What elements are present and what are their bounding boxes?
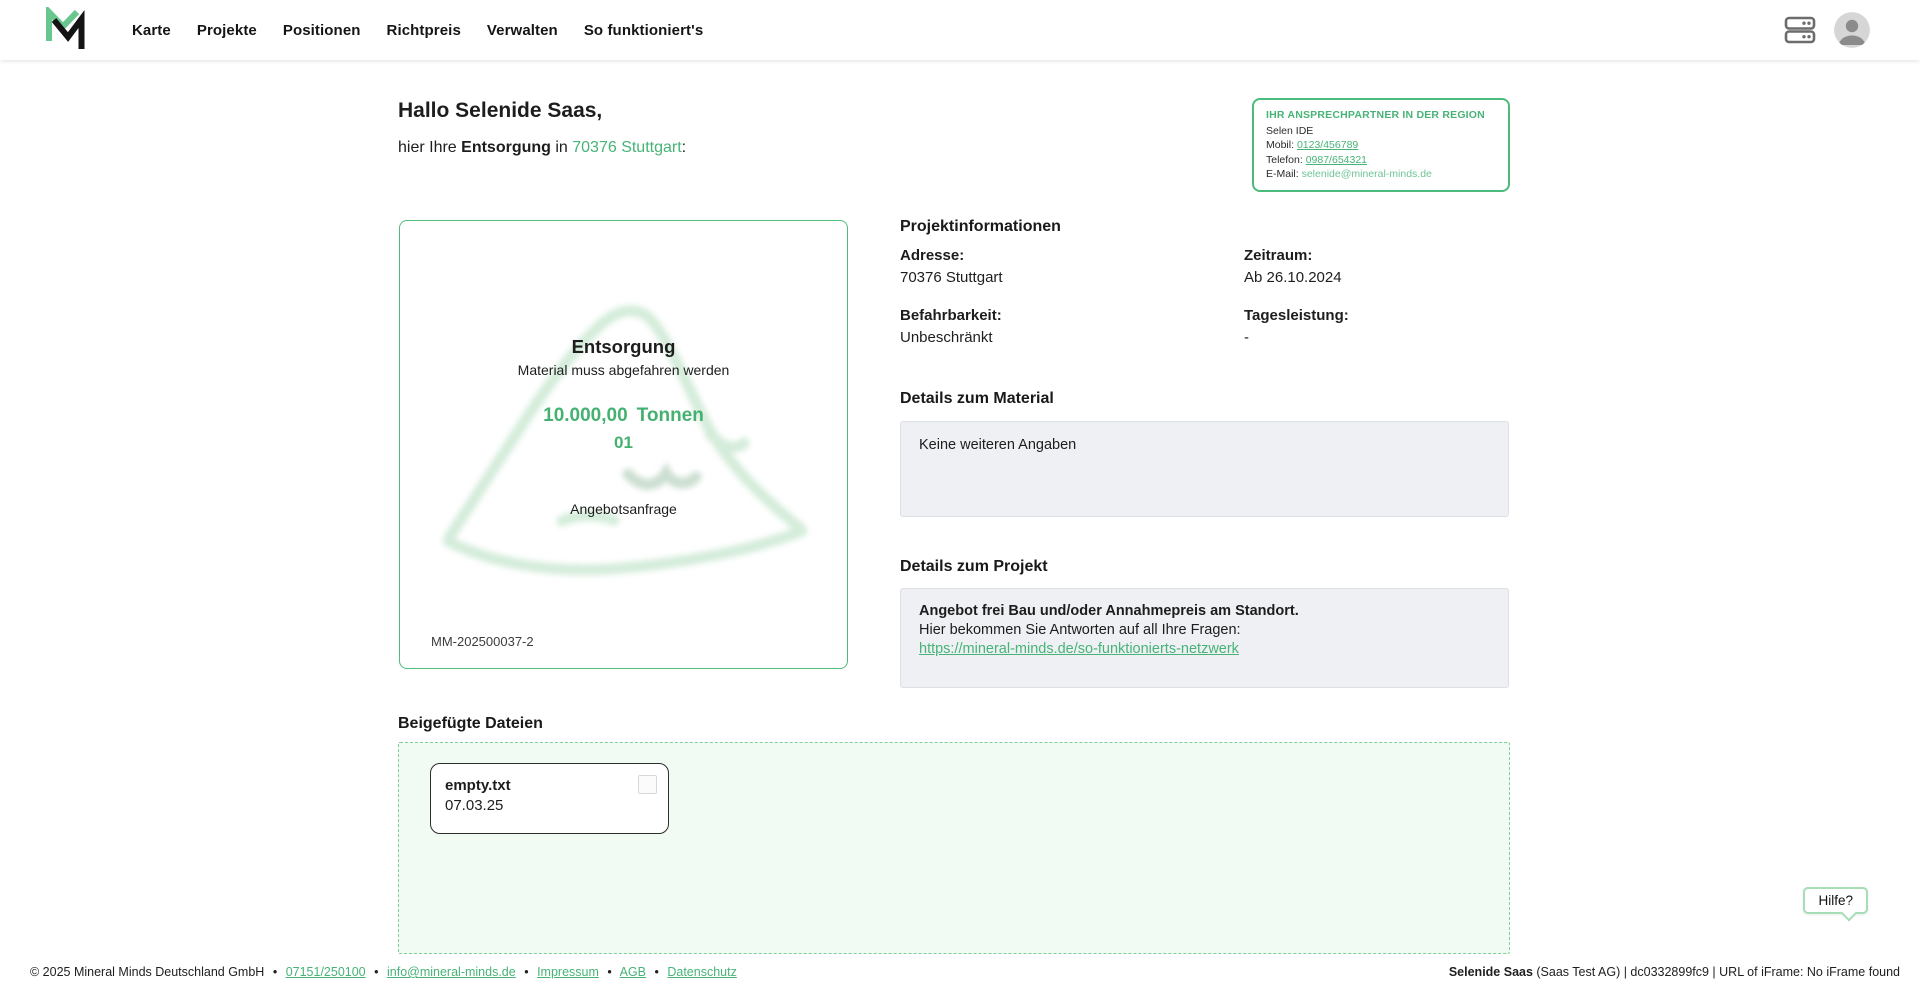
project-details-headline: Angebot frei Bau und/oder Annahmepreis a… xyxy=(919,603,1299,619)
project-info-title: Projektinformationen xyxy=(900,218,1061,235)
top-nav-bar: Karte Projekte Positionen Richtpreis Ver… xyxy=(0,0,1920,60)
card-reference: MM-202500037-2 xyxy=(431,634,534,649)
contact-title: IHR ANSPRECHPARTNER IN DER REGION xyxy=(1266,109,1485,121)
project-details-link[interactable]: https://mineral-minds.de/so-funktioniert… xyxy=(919,641,1239,657)
footer-left: © 2025 Mineral Minds Deutschland GmbH • … xyxy=(30,965,737,979)
footer: © 2025 Mineral Minds Deutschland GmbH • … xyxy=(0,950,1920,994)
file-name: empty.txt xyxy=(445,777,511,794)
footer-separator: • xyxy=(524,965,529,979)
card-amount: 10.000,00 Tonnen xyxy=(400,405,847,427)
card-position-count: 01 xyxy=(614,433,633,452)
footer-impressum-link[interactable]: Impressum xyxy=(537,965,599,979)
file-card[interactable]: empty.txt 07.03.25 xyxy=(430,763,669,834)
contact-telefon-label: Telefon: xyxy=(1266,153,1306,166)
field-value: - xyxy=(1244,329,1249,346)
field-zeitraum: Zeitraum: Ab 26.10.2024 xyxy=(1244,247,1509,287)
card-subtitle: Material muss abgefahren werden xyxy=(517,362,730,378)
contact-partner-box: IHR ANSPRECHPARTNER IN DER REGION Selen … xyxy=(1252,98,1510,192)
footer-separator: • xyxy=(272,965,278,979)
greeting-service: Entsorgung xyxy=(461,139,551,156)
footer-user-meta: (Saas Test AG) | dc0332899fc9 | URL of i… xyxy=(1532,965,1900,979)
attachments-dropzone[interactable]: empty.txt 07.03.25 xyxy=(398,742,1510,954)
contact-mobil-label: Mobil: xyxy=(1266,139,1297,151)
field-value: 70376 Stuttgart xyxy=(900,269,1003,286)
footer-separator: • xyxy=(607,965,612,979)
main-nav: Karte Projekte Positionen Richtpreis Ver… xyxy=(132,18,703,43)
contact-email-link[interactable]: selenide@mineral-minds.de xyxy=(1301,168,1432,180)
mineral-minds-logo[interactable] xyxy=(44,7,86,53)
contact-email-label: E-Mail: xyxy=(1266,168,1302,180)
footer-separator: • xyxy=(654,965,659,979)
greeting-suffix: : xyxy=(681,139,687,156)
footer-agb-link[interactable]: AGB xyxy=(619,965,646,979)
project-details-title: Details zum Projekt xyxy=(900,558,1048,575)
project-details-box: Angebot frei Bau und/oder Annahmepreis a… xyxy=(900,588,1509,688)
field-label: Tagesleistung: xyxy=(1244,307,1349,324)
help-button[interactable]: Hilfe? xyxy=(1803,887,1868,914)
footer-email-link[interactable]: info@mineral-minds.de xyxy=(387,965,516,979)
footer-phone-link[interactable]: 07151/250100 xyxy=(285,965,366,979)
attachments-title: Beigefügte Dateien xyxy=(398,715,543,732)
nav-item-verwalten[interactable]: Verwalten xyxy=(486,21,558,39)
server-stack-icon[interactable] xyxy=(1784,15,1816,45)
nav-item-positionen[interactable]: Positionen xyxy=(282,21,361,39)
field-label: Befahrbarkeit: xyxy=(900,307,1002,324)
nav-item-so-funktionierts[interactable]: So funktioniert's xyxy=(583,21,704,39)
project-details-line: Hier bekommen Sie Antworten auf all Ihre… xyxy=(919,622,1241,638)
nav-item-projekte[interactable]: Projekte xyxy=(196,21,257,39)
file-thumbnail-placeholder-icon xyxy=(638,775,657,794)
amount-unit: Tonnen xyxy=(636,405,704,426)
nav-item-richtpreis[interactable]: Richtpreis xyxy=(386,21,461,39)
footer-user-info: Selenide Saas (Saas Test AG) | dc0332899… xyxy=(1449,965,1900,979)
material-details-content: Keine weiteren Angaben xyxy=(919,437,1077,453)
greeting-subtitle: hier Ihre Entsorgung in 70376 Stuttgart: xyxy=(398,139,686,157)
nav-item-karte[interactable]: Karte xyxy=(132,21,171,39)
field-tagesleistung: Tagesleistung: - xyxy=(1244,307,1509,347)
field-label: Adresse: xyxy=(900,247,965,264)
user-avatar-icon[interactable] xyxy=(1834,12,1870,48)
contact-name: Selen IDE xyxy=(1266,124,1314,137)
footer-copyright: © 2025 Mineral Minds Deutschland GmbH xyxy=(30,965,265,979)
topbar-icons xyxy=(1784,12,1870,48)
contact-mobil-link[interactable]: 0123/456789 xyxy=(1296,139,1359,151)
project-card[interactable]: Entsorgung Material muss abgefahren werd… xyxy=(399,220,848,669)
project-info-grid: Adresse: 70376 Stuttgart Zeitraum: Ab 26… xyxy=(900,247,1509,347)
footer-separator: • xyxy=(374,965,379,979)
amount-value: 10.000,00 xyxy=(543,405,628,426)
file-date: 07.03.25 xyxy=(445,797,504,814)
contact-telefon-link[interactable]: 0987/654321 xyxy=(1305,153,1368,166)
material-details-box: Keine weiteren Angaben xyxy=(900,421,1509,517)
greeting-middle: in xyxy=(550,139,573,156)
page-title: Hallo Selenide Saas, xyxy=(398,99,603,122)
field-label: Zeitraum: xyxy=(1244,247,1313,264)
material-details-title: Details zum Material xyxy=(900,390,1054,407)
field-adresse: Adresse: 70376 Stuttgart xyxy=(900,247,1244,287)
field-value: Ab 26.10.2024 xyxy=(1244,269,1342,286)
footer-datenschutz-link[interactable]: Datenschutz xyxy=(667,965,737,979)
card-request-type: Angebotsanfrage xyxy=(570,501,677,517)
field-befahrbarkeit: Befahrbarkeit: Unbeschränkt xyxy=(900,307,1244,347)
card-title: Entsorgung xyxy=(571,336,676,357)
footer-user-name: Selenide Saas xyxy=(1448,965,1533,979)
greeting-prefix: hier Ihre xyxy=(398,139,462,156)
field-value: Unbeschränkt xyxy=(900,329,993,346)
greeting-location: 70376 Stuttgart xyxy=(572,139,682,156)
material-pile-watermark xyxy=(442,305,808,576)
